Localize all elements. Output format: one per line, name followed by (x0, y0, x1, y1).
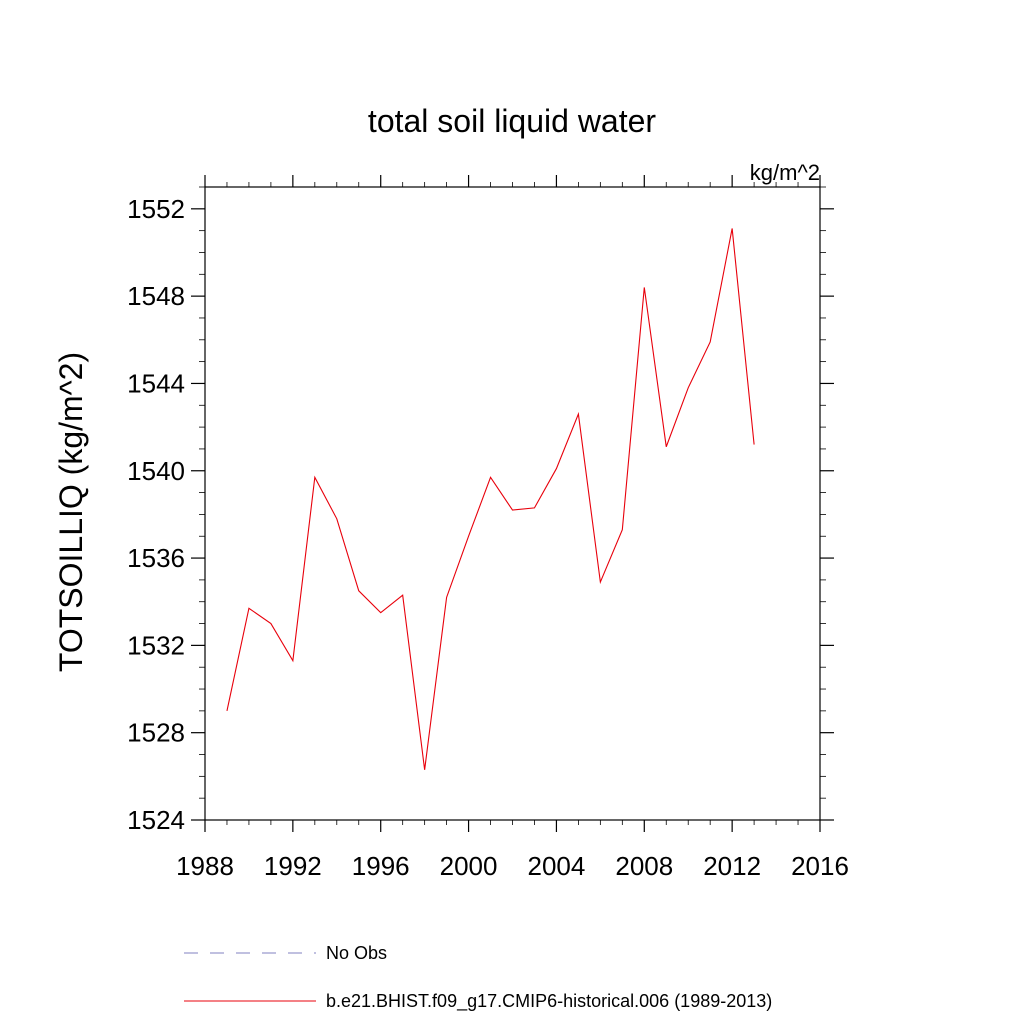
plot-area (204, 186, 821, 821)
x-tick-label: 1996 (352, 851, 410, 881)
y-tick-label: 1536 (127, 543, 185, 573)
chart-title: total soil liquid water (368, 103, 656, 139)
axis-tick-labels: 1988 1992 1996 2000 2004 2008 2012 2016 1524 1528… (127, 194, 849, 881)
units-label: kg/m^2 (750, 160, 820, 185)
legend-label-no-obs: No Obs (326, 943, 387, 963)
y-tick-label: 1548 (127, 281, 185, 311)
legend-label-model: b.e21.BHIST.f09_g17.CMIP6-historical.006… (326, 991, 772, 1012)
plot-frame (204, 186, 821, 821)
series-lines (226, 228, 755, 770)
y-tick-label: 1532 (127, 630, 185, 660)
x-tick-label: 2008 (615, 851, 673, 881)
x-tick-label: 2000 (440, 851, 498, 881)
legend: No Obs b.e21.BHIST.f09_g17.CMIP6-histori… (184, 943, 772, 1012)
series-line-1 (226, 228, 755, 770)
y-tick-label: 1540 (127, 456, 185, 486)
y-tick-label: 1552 (127, 194, 185, 224)
y-tick-label: 1544 (127, 368, 185, 398)
x-tick-label: 2016 (791, 851, 849, 881)
x-tick-label: 2004 (528, 851, 586, 881)
x-tick-label: 2012 (703, 851, 761, 881)
y-axis-label: TOTSOILLIQ (kg/m^2) (53, 352, 89, 672)
axis-ticks (191, 175, 834, 832)
y-tick-label: 1524 (127, 805, 185, 835)
y-tick-label: 1528 (127, 718, 185, 748)
x-tick-label: 1988 (176, 851, 234, 881)
x-tick-label: 1992 (264, 851, 322, 881)
